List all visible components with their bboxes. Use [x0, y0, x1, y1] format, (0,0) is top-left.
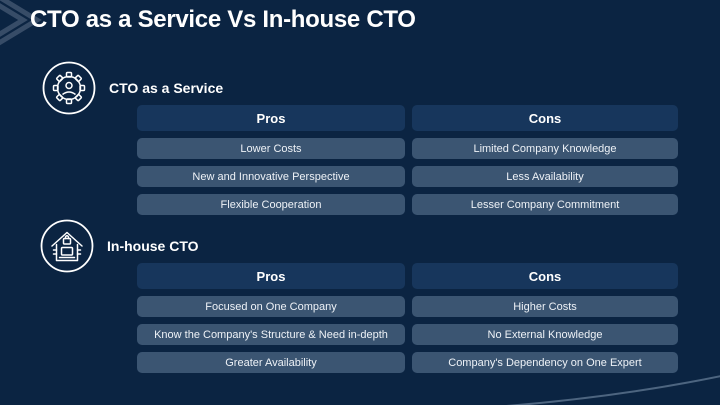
cto-as-a-service-table: Pros Cons Lower Costs Limited Company Kn…	[137, 105, 678, 215]
pros-row: Lower Costs	[137, 138, 405, 159]
pros-header: Pros	[137, 105, 405, 131]
pros-header: Pros	[137, 263, 405, 289]
section-cto-as-a-service-header: CTO as a Service	[42, 60, 223, 116]
house-icon	[40, 219, 94, 273]
cons-row: Limited Company Knowledge	[412, 138, 678, 159]
gear-person-icon	[42, 61, 96, 115]
section-label: In-house CTO	[107, 238, 199, 254]
pros-row: Greater Availability	[137, 352, 405, 373]
pros-row: New and Innovative Perspective	[137, 166, 405, 187]
cons-row: Company's Dependency on One Expert	[412, 352, 678, 373]
cons-header: Cons	[412, 263, 678, 289]
cons-header: Cons	[412, 105, 678, 131]
cons-row: Less Availability	[412, 166, 678, 187]
cons-row: Higher Costs	[412, 296, 678, 317]
pros-row: Know the Company's Structure & Need in-d…	[137, 324, 405, 345]
section-label: CTO as a Service	[109, 80, 224, 96]
cons-row: No External Knowledge	[412, 324, 678, 345]
pros-row: Focused on One Company	[137, 296, 405, 317]
pros-row: Flexible Cooperation	[137, 194, 405, 215]
in-house-cto-table: Pros Cons Focused on One Company Higher …	[137, 263, 678, 373]
cons-row: Lesser Company Commitment	[412, 194, 678, 215]
section-in-house-cto-header: In-house CTO	[40, 218, 199, 274]
page-title: CTO as a Service Vs In-house CTO	[30, 6, 416, 33]
